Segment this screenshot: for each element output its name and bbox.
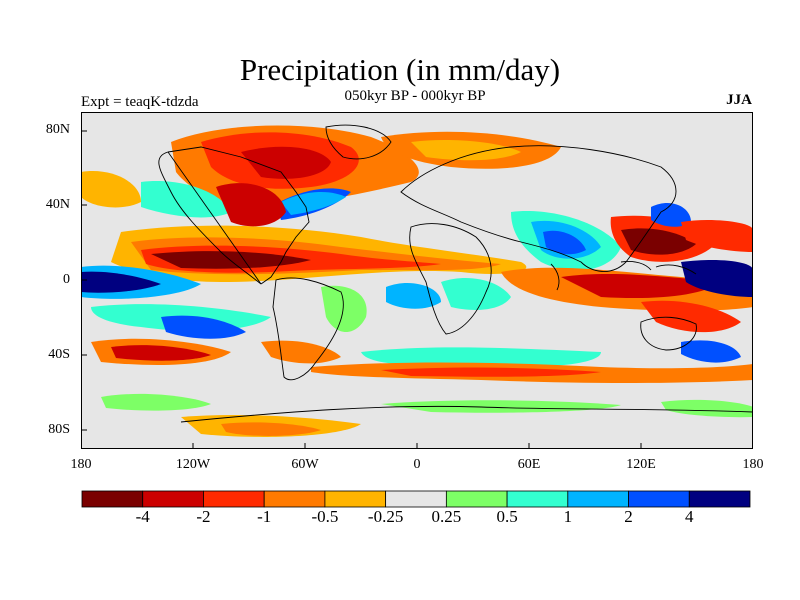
colorbar-label: -0.5 (311, 507, 339, 526)
lon-tick-label: 60W (291, 457, 319, 472)
lon-tick-label: 180 (70, 457, 92, 472)
colorbar-swatch (142, 490, 204, 508)
colorbar-label: 4 (685, 507, 694, 526)
lat-tick-label: 80N (45, 122, 70, 137)
colorbar-swatch (203, 490, 265, 508)
colorbar-swatch (445, 490, 508, 508)
colorbar-swatch (506, 490, 569, 508)
colorbar-swatch (385, 490, 447, 508)
colorbar-swatch (263, 490, 326, 508)
experiment-label: Expt = teaqK-tdzda (81, 94, 199, 110)
lon-tick-label: 180 (742, 457, 764, 472)
colorbar-swatch (688, 490, 751, 508)
colorbar-swatch (628, 490, 690, 508)
lon-tick-label: 120E (626, 457, 656, 472)
lon-tick-label: 60E (517, 457, 541, 472)
chart-subtitle: 050kyr BP - 000kyr BP (344, 88, 486, 104)
lat-tick-label: 40N (45, 197, 70, 212)
colorbar-label: 1 (563, 507, 573, 526)
lat-tick-label: 0 (63, 272, 70, 287)
colorbar-label: 0.5 (496, 507, 518, 526)
colorbar-label: 0.25 (431, 507, 462, 526)
lat-tick-label: 80S (48, 422, 70, 437)
colorbar-label: -0.25 (367, 507, 404, 526)
colorbar-label: -4 (135, 507, 150, 526)
coastlines (158, 124, 753, 423)
colorbar (81, 490, 751, 508)
precipitation-map (81, 112, 753, 449)
lon-tick-label: 0 (413, 457, 421, 472)
map-ticks (81, 130, 642, 449)
colorbar-swatch (81, 490, 144, 508)
colorbar-label: 2 (624, 507, 633, 526)
colorbar-label: -1 (257, 507, 272, 526)
colorbar-label: -2 (196, 507, 211, 526)
colorbar-swatch (324, 490, 387, 508)
precip-field (81, 112, 753, 449)
lat-tick-label: 40S (48, 347, 70, 362)
lon-tick-label: 120W (175, 457, 211, 472)
chart-title: Precipitation (in mm/day) (239, 52, 561, 87)
season-label: JJA (726, 92, 752, 108)
colorbar-swatch (567, 490, 629, 508)
